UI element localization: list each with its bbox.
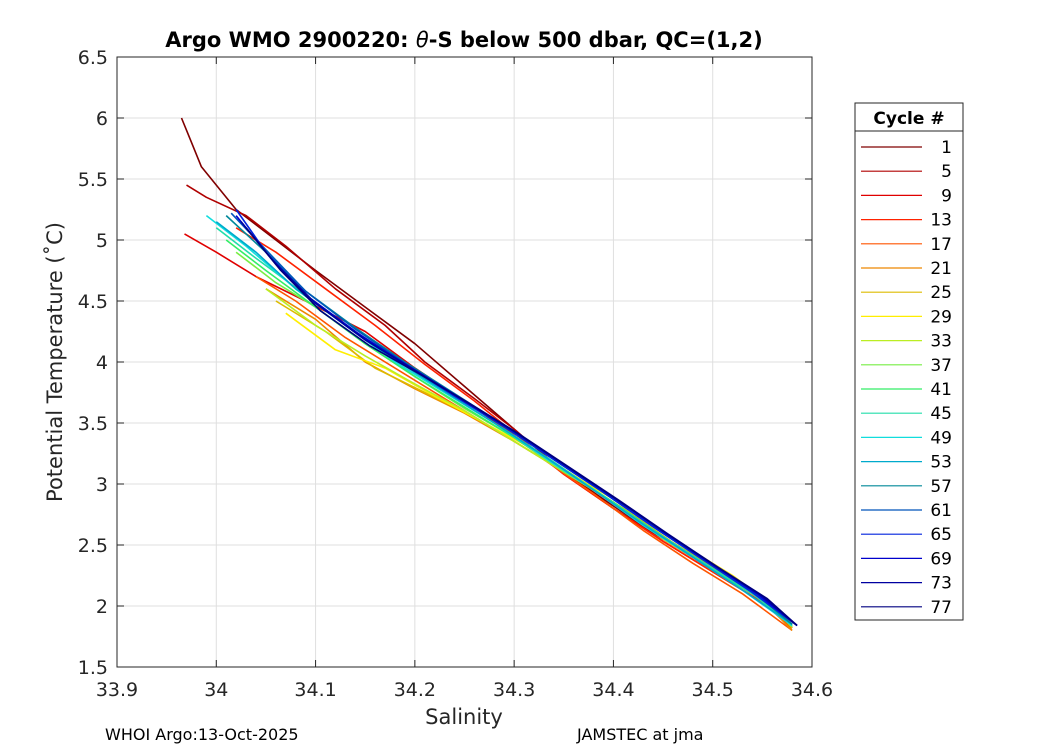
legend: Cycle # 1 5 9 13 17 21 25 29 33 37 41 45 49 53 57 61 65 6… bbox=[854, 102, 964, 621]
legend-label: 9 bbox=[941, 186, 952, 206]
legend-label: 5 bbox=[941, 162, 952, 182]
legend-label: 33 bbox=[930, 332, 952, 352]
legend-label: 65 bbox=[930, 525, 952, 545]
chart-title: Argo WMO 2900220: θ-S below 500 dbar, QC… bbox=[165, 28, 762, 52]
x-tick-label: 34.4 bbox=[592, 679, 634, 701]
x-tick-label: 34.1 bbox=[294, 679, 336, 701]
x-tick-label: 34.2 bbox=[394, 679, 436, 701]
series-line-cycle-1 bbox=[180, 117, 793, 625]
y-tick-label: 5 bbox=[96, 230, 108, 252]
y-tick-label: 2 bbox=[96, 596, 108, 618]
legend-label: 25 bbox=[930, 283, 952, 303]
x-tick-label: 34.5 bbox=[692, 679, 734, 701]
legend-label: 77 bbox=[930, 598, 952, 618]
grid-layer bbox=[116, 56, 813, 668]
legend-label: 17 bbox=[930, 235, 952, 255]
x-tick-label: 34.3 bbox=[493, 679, 535, 701]
series-layer bbox=[180, 117, 798, 632]
footer-credit: JAMSTEC at jma bbox=[577, 725, 704, 744]
y-axis-label: Potential Temperature (˚C) bbox=[43, 222, 67, 502]
legend-title: Cycle # bbox=[873, 109, 944, 129]
legend-label: 1 bbox=[941, 138, 952, 158]
legend-entries: 1 5 9 13 17 21 25 29 33 37 41 45 49 53 57 61 65 69 73 77 bbox=[861, 138, 952, 618]
series-line-cycle-25 bbox=[275, 300, 793, 629]
x-axis-label: Salinity bbox=[425, 705, 503, 729]
series-line-cycle-77 bbox=[245, 227, 798, 627]
legend-label: 73 bbox=[930, 574, 952, 594]
y-tick-label: 1.5 bbox=[78, 657, 108, 679]
x-tick-label: 34.6 bbox=[791, 679, 833, 701]
x-tick-label: 33.9 bbox=[96, 679, 138, 701]
y-tick-label: 4.5 bbox=[78, 291, 108, 313]
series-line-cycle-53 bbox=[215, 221, 793, 625]
legend-label: 29 bbox=[930, 307, 952, 327]
y-tick-label: 3 bbox=[96, 474, 108, 496]
y-tick-label: 2.5 bbox=[78, 535, 108, 557]
legend-label: 53 bbox=[930, 453, 952, 473]
footer-source: WHOI Argo:13-Oct-2025 bbox=[105, 725, 299, 744]
tick-layer: 33.9 34 34.1 34.2 34.3 34.4 34.5 34.6 1.5 2 2.5 3 3.… bbox=[78, 47, 833, 701]
legend-label: 69 bbox=[930, 549, 952, 569]
y-tick-label: 3.5 bbox=[78, 413, 108, 435]
legend-label: 57 bbox=[930, 477, 952, 497]
y-tick-label: 4 bbox=[96, 352, 108, 374]
legend-label: 13 bbox=[930, 211, 952, 231]
legend-label: 61 bbox=[930, 501, 952, 521]
y-tick-label: 6 bbox=[96, 108, 108, 130]
y-tick-label: 5.5 bbox=[78, 169, 108, 191]
legend-label: 49 bbox=[930, 428, 952, 448]
legend-label: 45 bbox=[930, 404, 952, 424]
legend-label: 41 bbox=[930, 380, 952, 400]
legend-label: 21 bbox=[930, 259, 952, 279]
y-tick-label: 6.5 bbox=[78, 47, 108, 69]
legend-label: 37 bbox=[930, 356, 952, 376]
x-tick-label: 34 bbox=[204, 679, 228, 701]
series-line-cycle-17 bbox=[255, 275, 793, 632]
